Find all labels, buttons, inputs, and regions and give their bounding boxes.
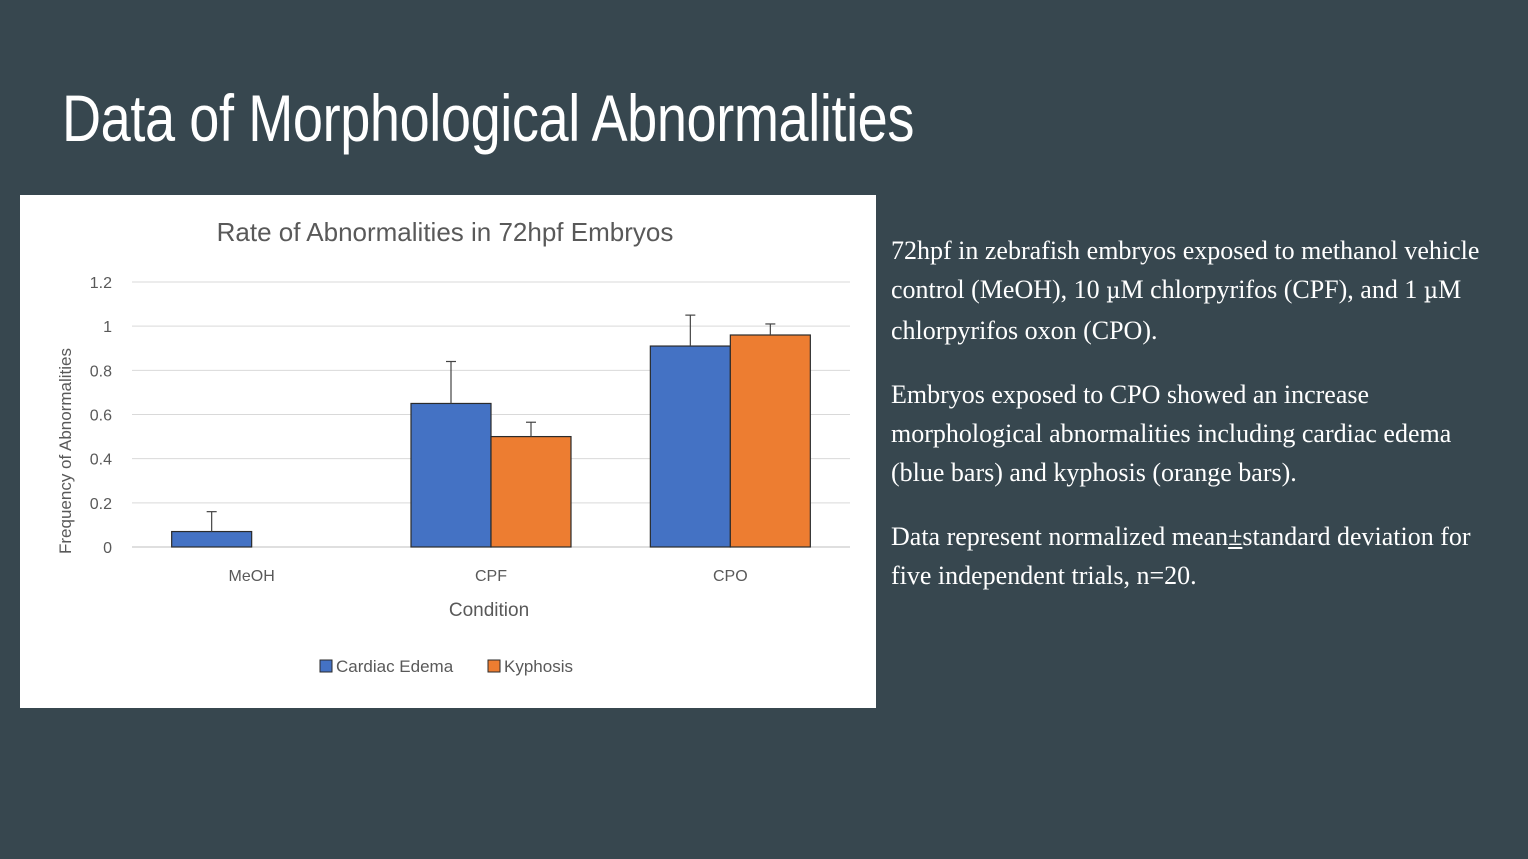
- y-tick-label: 0.6: [90, 408, 112, 425]
- legend-swatch: [319, 659, 333, 673]
- legend-label: Cardiac Edema: [336, 657, 454, 676]
- legend-label: Kyphosis: [504, 657, 573, 676]
- y-tick-label: 0.8: [90, 363, 112, 380]
- x-tick-label: CPF: [475, 568, 507, 585]
- paragraph-findings: Embryos exposed to CPO showed an increas…: [891, 380, 1452, 487]
- legend-swatch: [487, 659, 501, 673]
- y-tick-label: 0.4: [90, 452, 112, 469]
- y-tick-label: 0: [103, 540, 112, 557]
- abnormalities-bar-chart: Rate of Abnormalities in 72hpf Embryos F…: [56, 217, 850, 676]
- y-tick-label: 1.2: [90, 275, 112, 292]
- y-tick-label: 0.2: [90, 496, 112, 513]
- bar-cardiac-edema-cpo: [649, 345, 731, 548]
- bar-kyphosis-cpo: [729, 334, 811, 548]
- x-axis-label: Condition: [449, 600, 529, 621]
- chart-title: Rate of Abnormalities in 72hpf Embryos: [217, 217, 674, 247]
- bar-kyphosis-cpf: [490, 435, 572, 548]
- bar-cardiac-edema-cpf: [410, 402, 492, 548]
- bar-cardiac-edema-meoh: [171, 530, 253, 548]
- x-tick-label: CPO: [713, 568, 748, 585]
- slide-title: Data of Morphological Abnormalities: [62, 81, 915, 155]
- slide-body-text: 72hpf in zebrafish embryos exposed to me…: [891, 231, 1491, 620]
- paragraph-methods: Data represent normalized mean±standard …: [891, 522, 1471, 590]
- chart-frame: Rate of Abnormalities in 72hpf Embryos F…: [20, 195, 876, 708]
- paragraph-exposure: 72hpf in zebrafish embryos exposed to me…: [891, 236, 1480, 345]
- x-tick-label: MeOH: [229, 568, 275, 585]
- y-tick-label: 1: [103, 319, 112, 336]
- y-axis-label: Frequency of Abnormalities: [56, 348, 75, 554]
